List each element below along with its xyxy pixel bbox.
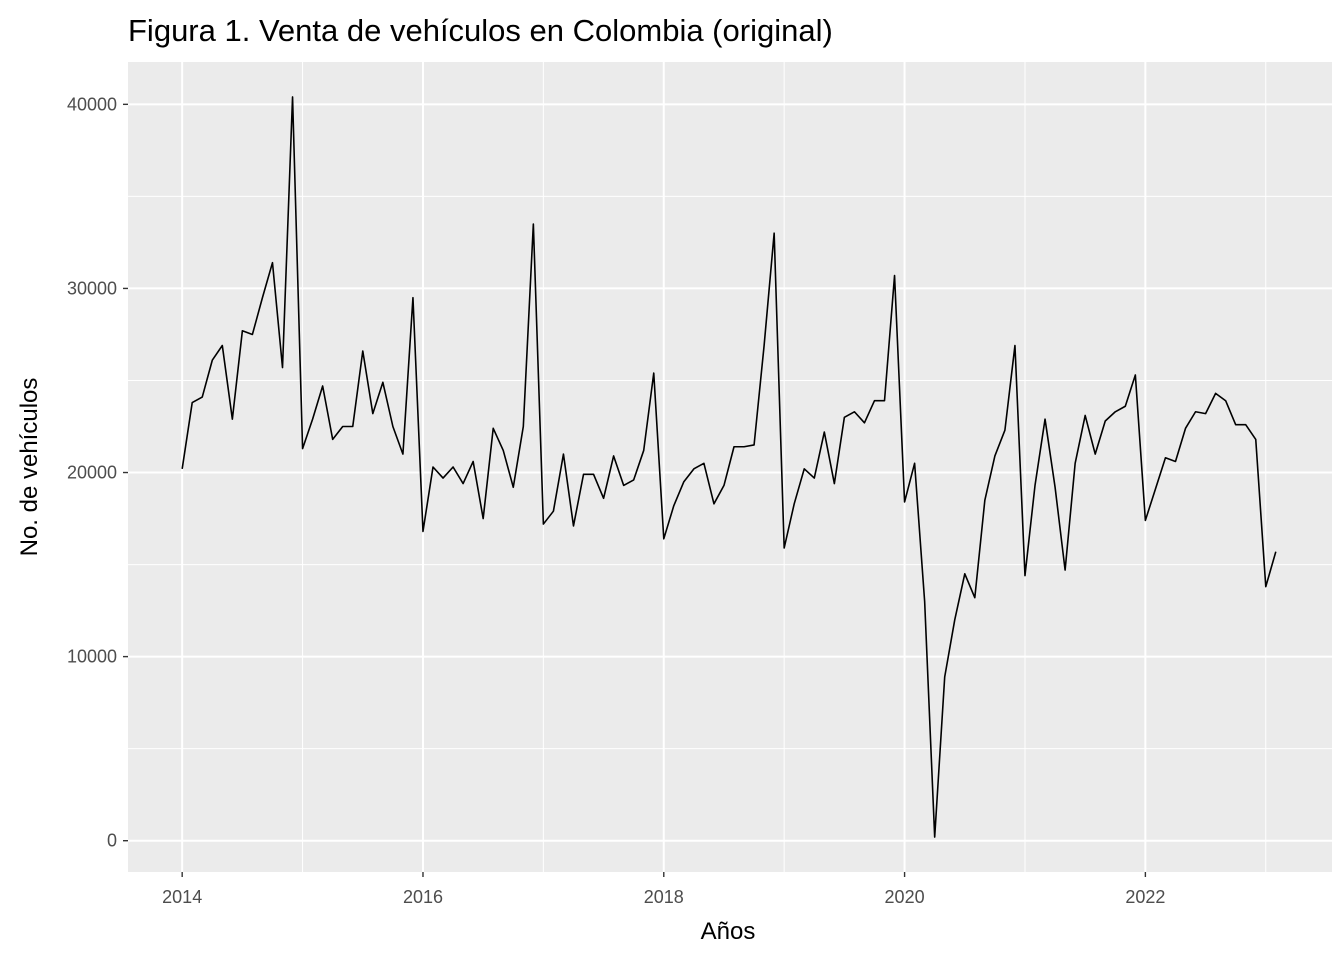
x-axis: 2014 2016 2018 2020 2022	[162, 872, 1165, 907]
y-tick-label: 40000	[67, 94, 117, 114]
x-tick-label: 2018	[644, 887, 684, 907]
minor-gridlines	[128, 62, 1332, 872]
plot-panel	[128, 62, 1332, 872]
y-tick-label: 0	[107, 831, 117, 851]
x-tick-label: 2014	[162, 887, 202, 907]
x-axis-title: Años	[701, 918, 756, 945]
y-axis-title: No. de vehículos	[16, 378, 43, 557]
x-tick-label: 2022	[1125, 887, 1165, 907]
major-gridlines	[128, 62, 1332, 872]
series-line	[181, 96, 1277, 838]
x-tick-label: 2020	[885, 887, 925, 907]
y-axis: 0 10000 20000 30000 40000	[67, 94, 128, 851]
y-tick-label: 10000	[67, 647, 117, 667]
y-tick-label: 20000	[67, 463, 117, 483]
y-tick-label: 30000	[67, 278, 117, 298]
x-tick-label: 2016	[403, 887, 443, 907]
chart-title: Figura 1. Venta de vehículos en Colombia…	[128, 13, 833, 48]
